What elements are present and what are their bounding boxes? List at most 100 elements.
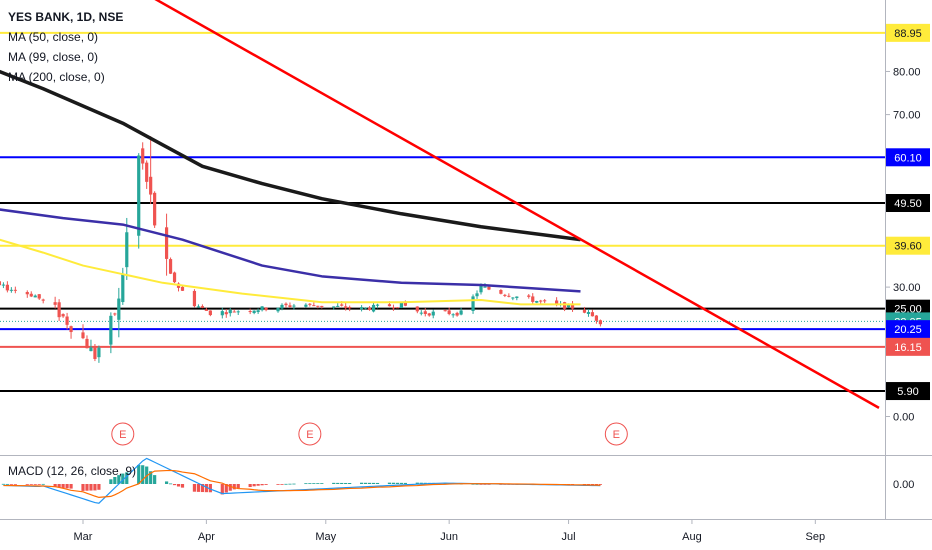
macd-histogram-bar [483, 484, 487, 485]
candle [340, 304, 344, 306]
candle [586, 312, 591, 314]
candle [527, 295, 531, 297]
candle [89, 347, 93, 352]
macd-histogram-bar [89, 484, 93, 491]
macd-histogram-bar [137, 464, 141, 484]
price-label: 49.50 [894, 198, 922, 210]
candle [308, 303, 312, 305]
candle [260, 306, 264, 311]
candle [320, 305, 324, 307]
candle [288, 305, 292, 307]
macd-histogram-bar [344, 482, 348, 484]
macd-histogram-bar [391, 482, 396, 484]
earnings-marker[interactable] [298, 422, 322, 446]
candle [375, 304, 380, 306]
macd-histogram-bar [85, 484, 89, 491]
macd-histogram-bar [204, 484, 208, 493]
candle [455, 312, 459, 316]
candle [93, 347, 97, 359]
candle [248, 311, 252, 313]
x-tick-label: Aug [682, 531, 702, 543]
candle [483, 286, 487, 288]
macd-histogram-bar [149, 471, 153, 484]
candle [427, 313, 431, 316]
price-label-box [886, 23, 930, 42]
candle [220, 311, 224, 316]
candle [415, 306, 419, 312]
macd-histogram-bar [37, 484, 41, 485]
candle [145, 162, 149, 182]
macd-histogram-bar [316, 483, 320, 484]
macd-histogram-bar [348, 483, 352, 484]
price-label: 5.90 [897, 386, 918, 398]
macd-histogram-bar [164, 481, 169, 484]
candle [539, 300, 543, 302]
x-tick-label: Mar [74, 531, 93, 543]
y-tick-label: 70.00 [893, 110, 921, 122]
candle [555, 300, 559, 304]
macd-histogram-bar [13, 484, 17, 485]
macd-histogram-bar [248, 484, 252, 488]
macd-histogram-bar [284, 483, 288, 485]
macd-histogram-bar [475, 483, 479, 485]
candle [515, 296, 519, 299]
macd-signal-line [3, 469, 601, 499]
candle [344, 306, 348, 309]
y-tick-label: 30.00 [893, 282, 921, 294]
candle [228, 310, 232, 314]
candle [332, 306, 336, 308]
macd-histogram-bar [125, 472, 129, 484]
macd-histogram-bar [196, 484, 201, 492]
macd-histogram-bar [220, 484, 224, 495]
candle [97, 347, 101, 358]
macd-histogram-bar [192, 484, 197, 492]
candle [443, 310, 447, 312]
macd-histogram-bar [320, 483, 324, 484]
earnings-marker[interactable] [111, 422, 135, 446]
candle [479, 285, 483, 293]
candle [562, 302, 567, 309]
price-label-box [886, 148, 930, 167]
macd-histogram-bar [292, 483, 296, 485]
macd-histogram-bar [304, 483, 308, 485]
macd-histogram-bar [375, 482, 380, 484]
candle [121, 273, 125, 303]
candle [61, 314, 65, 317]
price-label-box [886, 382, 930, 401]
price-label: 20.25 [894, 324, 922, 336]
candle [81, 332, 85, 339]
earnings-marker[interactable] [604, 422, 628, 446]
macd-histogram-bar [81, 484, 85, 491]
trendline [154, 0, 880, 409]
candle [117, 298, 121, 320]
macd-histogram-bar [41, 483, 45, 485]
candle [9, 289, 13, 291]
macd-histogram-bar [61, 484, 65, 488]
candle [200, 306, 204, 308]
ma200-legend: MA (200, close, 0) [8, 70, 105, 84]
candle [1, 284, 5, 286]
macd-histogram-bar [153, 475, 157, 484]
macd-histogram-bar [33, 484, 37, 485]
candle [487, 286, 491, 290]
macd-histogram-bar [200, 484, 204, 493]
candle [371, 304, 376, 312]
macd-histogram-bar [168, 483, 173, 485]
macd-histogram-bar [332, 482, 336, 484]
macd-histogram-bar [1, 483, 5, 485]
macd-histogram-bar [280, 484, 284, 485]
candle [447, 310, 451, 315]
candle [292, 305, 296, 307]
candle [164, 227, 169, 259]
candle [431, 311, 435, 316]
macd-histogram-bar [419, 482, 423, 484]
macd-histogram-bar [399, 482, 403, 484]
macd-histogram-bar [387, 482, 392, 484]
macd-legend: MACD (12, 26, close, 9) [8, 464, 137, 478]
candle [503, 294, 507, 296]
macd-histogram-bar [340, 482, 344, 484]
candle [570, 303, 575, 309]
candle [399, 301, 403, 308]
candle [582, 309, 587, 313]
